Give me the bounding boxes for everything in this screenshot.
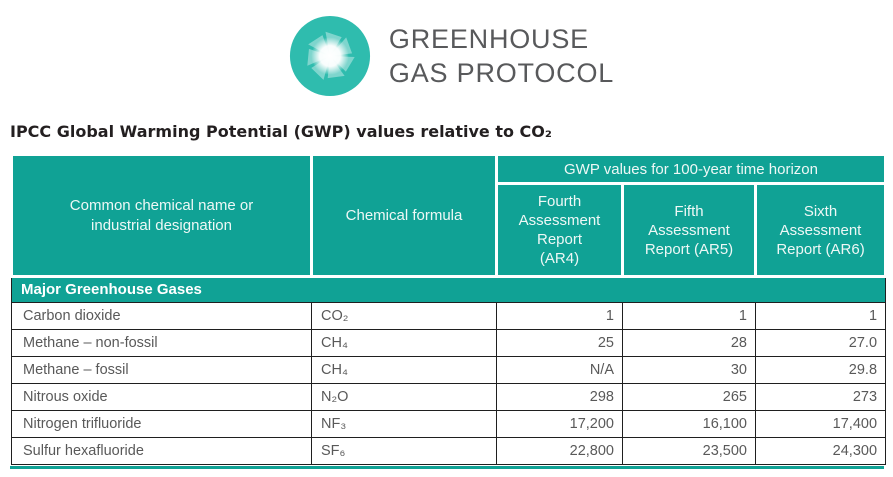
col-header-gwp-band: GWP values for 100-year time horizon	[494, 153, 888, 185]
cell-ar5: 23,500	[622, 437, 756, 465]
logo-wordmark-line2: GAS PROTOCOL	[388, 58, 615, 88]
cell-ar6: 17,400	[754, 410, 887, 438]
table-row: Nitrous oxide N₂O 298 265 273	[11, 383, 887, 411]
cell-ar4: 25	[496, 329, 623, 357]
cell-ar5: 30	[622, 356, 756, 384]
table-row: Methane – non-fossil CH₄ 25 28 27.0	[11, 329, 887, 357]
col-header-chemical-formula: Chemical formula	[310, 153, 498, 278]
col-header-ar4: Fourth Assessment Report (AR4)	[495, 182, 624, 278]
cell-ar5: 16,100	[622, 410, 756, 438]
cell-formula: SF₆	[311, 437, 497, 465]
cell-ar5: 265	[622, 383, 756, 411]
cell-name: Carbon dioxide	[11, 302, 312, 330]
header-row-band: Common chemical name or industrial desig…	[10, 153, 888, 278]
ghg-protocol-logo: GREENHOUSE GAS PROTOCOL	[279, 11, 614, 101]
cell-name: Methane – fossil	[11, 356, 312, 384]
cell-ar6: 1	[754, 302, 887, 330]
cell-ar4: 298	[496, 383, 623, 411]
cell-name: Nitrogen trifluoride	[11, 410, 312, 438]
logo-wordmark-line1: GREENHOUSE	[388, 24, 589, 54]
ghg-logo-aperture-icon	[289, 15, 370, 97]
cell-formula: N₂O	[311, 383, 497, 411]
cell-ar4: 22,800	[496, 437, 623, 465]
cell-ar6: 273	[754, 383, 887, 411]
cell-ar6: 29.8	[754, 356, 887, 384]
cell-name: Methane – non-fossil	[11, 329, 312, 357]
cell-ar4: 1	[496, 302, 623, 330]
cell-ar6: 24,300	[754, 437, 887, 465]
page-title: IPCC Global Warming Potential (GWP) valu…	[10, 122, 552, 141]
cell-formula: NF₃	[311, 410, 497, 438]
cell-formula: CH₄	[311, 356, 497, 384]
table-row: Methane – fossil CH₄ N/A 30 29.8	[11, 356, 887, 384]
table-row: Sulfur hexafluoride SF₆ 22,800 23,500 24…	[11, 437, 887, 465]
table-row: Carbon dioxide CO₂ 1 1 1	[11, 302, 887, 330]
cell-ar6: 27.0	[754, 329, 887, 357]
cell-formula: CO₂	[311, 302, 497, 330]
col-header-ar6: Sixth Assessment Report (AR6)	[753, 182, 888, 278]
cell-ar4: N/A	[496, 356, 623, 384]
cell-ar5: 28	[622, 329, 756, 357]
header-row-reports: Fourth Assessment Report (AR4) Fifth Ass…	[12, 182, 888, 278]
cell-formula: CH₄	[311, 329, 497, 357]
gwp-table-wrapper: Common chemical name or industrial desig…	[10, 153, 888, 469]
col-header-chemical-name: Common chemical name or industrial desig…	[10, 153, 313, 278]
cell-name: Sulfur hexafluoride	[11, 437, 312, 465]
section-header-row: Major Greenhouse Gases	[10, 275, 887, 303]
document-page: GREENHOUSE GAS PROTOCOL IPCC Global Warm…	[0, 11, 893, 477]
table-row: Nitrogen trifluoride NF₃ 17,200 16,100 1…	[11, 410, 887, 438]
gwp-table: Common chemical name or industrial desig…	[10, 153, 888, 465]
section-header-major-gases: Major Greenhouse Gases	[10, 275, 887, 303]
logo-wordmark: GREENHOUSE GAS PROTOCOL	[389, 22, 614, 90]
col-header-ar5: Fifth Assessment Report (AR5)	[621, 182, 757, 278]
cell-name: Nitrous oxide	[11, 383, 312, 411]
cell-ar5: 1	[622, 302, 756, 330]
cell-ar4: 17,200	[496, 410, 623, 438]
